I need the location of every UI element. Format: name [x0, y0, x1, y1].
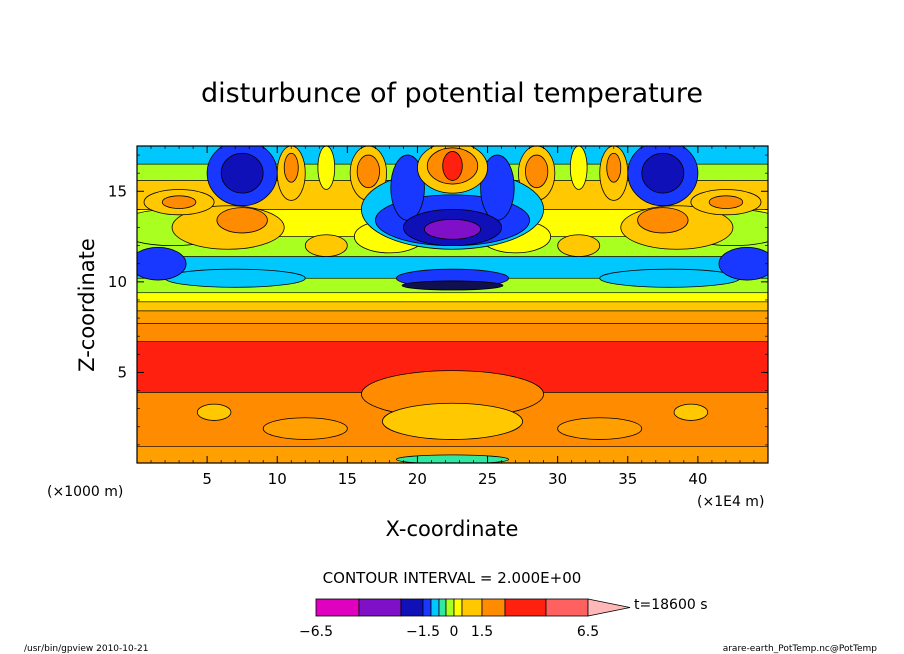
contour-band-5 — [137, 301, 768, 312]
colorbar-segment — [430, 598, 440, 617]
contour-feature-45 — [424, 218, 481, 240]
contour-feature-32 — [283, 152, 299, 183]
contour-feature-7 — [401, 280, 504, 291]
colorbar-extension — [587, 598, 631, 617]
x-tick-label: 25 — [478, 470, 497, 488]
x-axis-label: X-coordinate — [386, 517, 519, 541]
colorbar-segment — [481, 598, 506, 617]
time-label: t=18600 s — [634, 597, 708, 613]
contour-feature-49 — [396, 454, 509, 463]
contour-feature-33 — [606, 152, 622, 183]
colorbar-segment — [400, 598, 424, 617]
contour-feature-4 — [262, 417, 348, 440]
contour-feature-34 — [317, 146, 336, 190]
x-tick-label: 10 — [268, 470, 287, 488]
contour-features — [137, 146, 768, 463]
x-tick-label: 35 — [618, 470, 637, 488]
colorbar-tick-label: 1.5 — [471, 624, 493, 640]
contour-interval-label: CONTOUR INTERVAL = 2.000E+00 — [323, 569, 582, 587]
colorbar-segment — [545, 598, 589, 617]
contour-feature-35 — [569, 146, 588, 190]
x-tick-label: 20 — [408, 470, 427, 488]
contour-feature-48 — [442, 151, 463, 181]
y-axis-ticks: 5 10 15 — [108, 154, 768, 446]
contour-feature-23 — [557, 234, 601, 257]
footer-source-file: arare-earth_PotTemp.nc@PotTemp — [723, 644, 878, 654]
contour-feature-16 — [216, 207, 268, 234]
contour-band-6 — [137, 292, 768, 303]
y-tick-label: 15 — [108, 182, 127, 200]
contour-feature-3 — [673, 403, 709, 421]
contour-feature-10 — [137, 247, 187, 281]
y-tick-label: 10 — [108, 273, 127, 291]
colorbar-segment — [422, 598, 432, 617]
colorbar-segment — [315, 598, 360, 617]
contour-feature-39 — [525, 154, 549, 189]
x-tick-label: 5 — [202, 470, 212, 488]
contour-feature-2 — [196, 403, 232, 421]
contour-feature-29 — [641, 152, 685, 194]
contour-feature-5 — [557, 417, 643, 440]
colorbar-tick-label: 0 — [450, 624, 459, 640]
colorbar: −6.5 −1.5 0 1.5 6.5 — [299, 598, 631, 640]
colorbar-segment — [358, 598, 402, 617]
colorbar-tick-label: −1.5 — [406, 624, 440, 640]
colorbar-segment — [445, 598, 455, 617]
contour-feature-17 — [637, 207, 689, 234]
colorbar-tick-label: −6.5 — [299, 624, 333, 640]
x-tick-label: 30 — [548, 470, 567, 488]
contour-feature-28 — [220, 152, 264, 194]
colorbar-segment — [438, 598, 447, 617]
x-axis-ticks: 5 10 15 20 25 30 35 40 — [150, 146, 755, 488]
x-tick-label: 15 — [338, 470, 357, 488]
contour-feature-1 — [381, 402, 524, 440]
x-axis-extra-unit: (×1E4 m) — [697, 494, 764, 510]
colorbar-segment — [461, 598, 483, 617]
footer-program-info: /usr/bin/gpview 2010-10-21 — [24, 644, 148, 654]
colorbar-segment — [504, 598, 547, 617]
colorbar-segment — [453, 598, 463, 617]
contour-band-3 — [137, 323, 768, 342]
x-tick-label: 40 — [688, 470, 707, 488]
contour-feature-9 — [599, 268, 741, 288]
contour-feature-8 — [164, 268, 306, 288]
colorbar-tick-label: 6.5 — [577, 624, 599, 640]
contour-feature-11 — [718, 247, 768, 281]
contour-band-4 — [137, 310, 768, 324]
contour-feature-20 — [161, 195, 197, 209]
contour-feature-22 — [304, 234, 348, 257]
x-axis-unit: (×1000 m) — [47, 484, 123, 500]
contour-feature-38 — [356, 154, 380, 189]
y-axis-label: Z-coordinate — [75, 238, 99, 372]
plot-area — [137, 146, 768, 463]
chart-title: disturbunce of potential temperature — [201, 78, 703, 109]
plot-frame — [136, 145, 769, 464]
y-tick-label: 5 — [117, 363, 127, 381]
contour-feature-21 — [708, 195, 744, 209]
